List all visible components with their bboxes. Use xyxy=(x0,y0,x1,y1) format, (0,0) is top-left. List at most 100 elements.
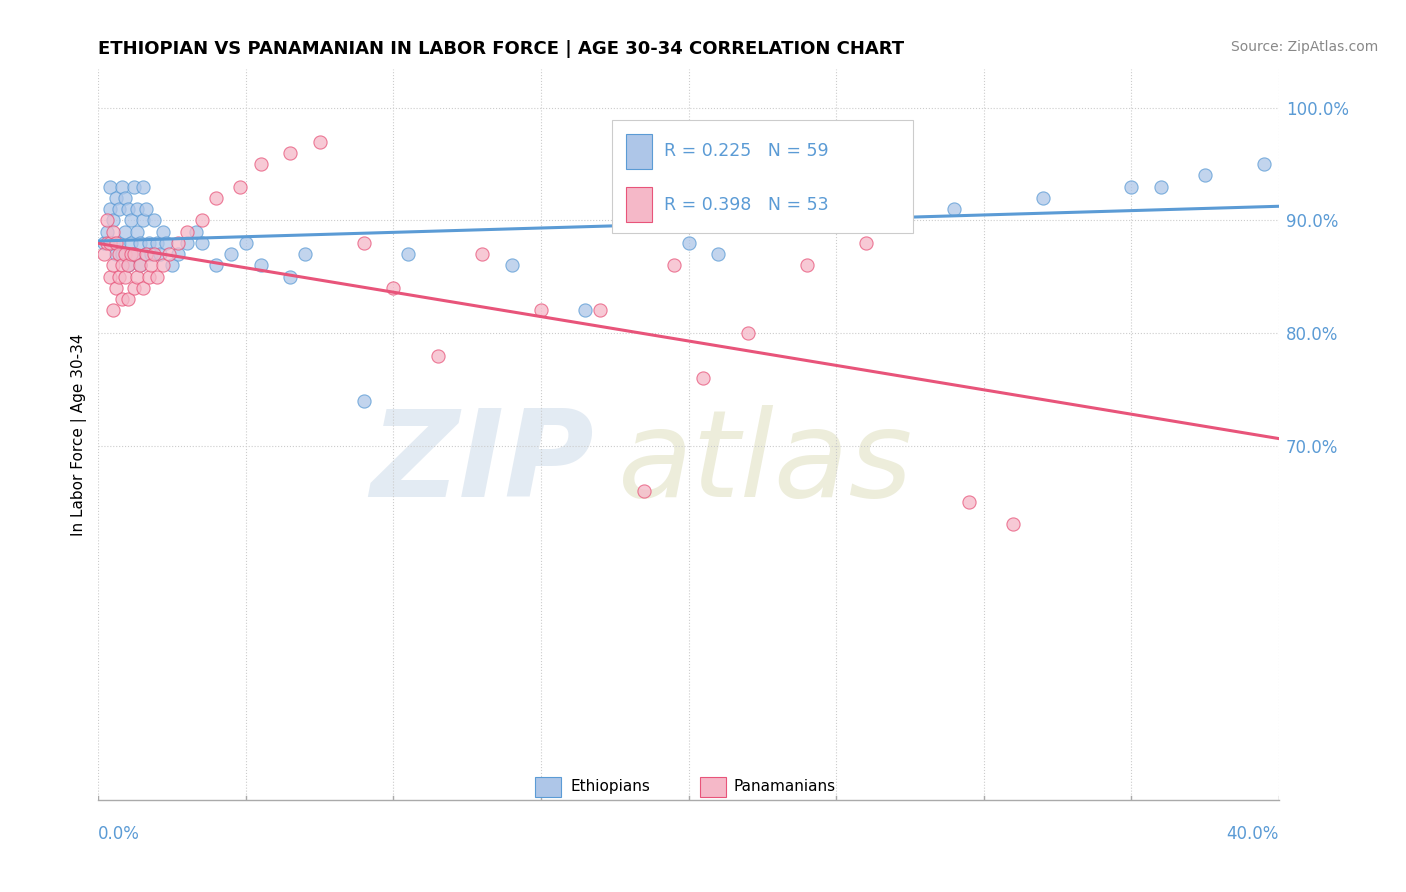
Point xyxy=(122,179,145,194)
Point xyxy=(825,213,848,227)
Point xyxy=(471,247,494,261)
Text: Ethiopians: Ethiopians xyxy=(571,780,651,795)
Text: Panamanians: Panamanians xyxy=(734,780,835,795)
Point xyxy=(152,225,174,239)
Point xyxy=(138,235,160,250)
Point xyxy=(114,247,136,261)
Point xyxy=(146,235,169,250)
Point xyxy=(93,247,115,261)
Point xyxy=(167,247,190,261)
Point xyxy=(122,281,145,295)
Point xyxy=(1002,517,1025,532)
Point xyxy=(125,225,148,239)
Text: 0.0%: 0.0% xyxy=(98,825,141,843)
Point xyxy=(707,247,730,261)
Point xyxy=(117,202,139,217)
Point xyxy=(138,269,160,284)
Point xyxy=(1121,179,1143,194)
Point xyxy=(190,213,212,227)
Point xyxy=(190,235,212,250)
Point xyxy=(353,235,375,250)
Point xyxy=(111,259,134,273)
Point xyxy=(101,225,124,239)
Point xyxy=(501,259,523,273)
Point xyxy=(205,259,228,273)
Point xyxy=(662,259,685,273)
FancyBboxPatch shape xyxy=(612,120,912,233)
Point xyxy=(1150,179,1173,194)
Point xyxy=(692,371,714,385)
Point xyxy=(737,326,759,340)
Point xyxy=(93,235,115,250)
Text: atlas: atlas xyxy=(617,405,912,522)
Point xyxy=(530,303,553,318)
Point xyxy=(111,247,134,261)
Point xyxy=(101,259,124,273)
Point xyxy=(143,213,166,227)
Point xyxy=(1253,157,1275,171)
Point xyxy=(678,235,700,250)
Point xyxy=(122,247,145,261)
Point xyxy=(294,247,316,261)
Point xyxy=(160,259,183,273)
Point xyxy=(105,235,128,250)
Point xyxy=(205,191,228,205)
Point xyxy=(105,247,128,261)
Point xyxy=(235,235,257,250)
Point xyxy=(98,202,121,217)
Point xyxy=(96,235,118,250)
Point xyxy=(143,247,166,261)
Point xyxy=(101,235,124,250)
Point xyxy=(105,281,128,295)
Point xyxy=(176,235,198,250)
Point xyxy=(229,179,252,194)
Point xyxy=(382,281,405,295)
Point xyxy=(141,259,163,273)
Point xyxy=(155,235,177,250)
Point xyxy=(117,259,139,273)
Text: R = 0.225   N = 59: R = 0.225 N = 59 xyxy=(664,142,828,161)
Point xyxy=(589,303,612,318)
Point xyxy=(111,292,134,306)
Point xyxy=(184,225,207,239)
FancyBboxPatch shape xyxy=(700,777,727,797)
FancyBboxPatch shape xyxy=(626,134,652,169)
Point xyxy=(633,483,655,498)
Point xyxy=(176,225,198,239)
Point xyxy=(249,259,271,273)
Point xyxy=(141,247,163,261)
Point xyxy=(396,247,419,261)
Point xyxy=(219,247,242,261)
Y-axis label: In Labor Force | Age 30-34: In Labor Force | Age 30-34 xyxy=(72,333,87,535)
Text: 40.0%: 40.0% xyxy=(1226,825,1279,843)
Point xyxy=(128,259,150,273)
Point xyxy=(101,303,124,318)
FancyBboxPatch shape xyxy=(626,187,652,222)
Point xyxy=(308,135,330,149)
Point xyxy=(157,247,180,261)
Point xyxy=(120,213,142,227)
Point xyxy=(117,259,139,273)
Point xyxy=(353,393,375,408)
Point xyxy=(120,235,142,250)
Point xyxy=(125,269,148,284)
Text: ETHIOPIAN VS PANAMANIAN IN LABOR FORCE | AGE 30-34 CORRELATION CHART: ETHIOPIAN VS PANAMANIAN IN LABOR FORCE |… xyxy=(98,40,904,58)
Point xyxy=(114,269,136,284)
Point xyxy=(108,269,131,284)
Point xyxy=(111,179,134,194)
Point xyxy=(98,235,121,250)
Point xyxy=(135,247,157,261)
Point xyxy=(1194,169,1216,183)
Point xyxy=(167,235,190,250)
Point xyxy=(122,247,145,261)
Point xyxy=(98,179,121,194)
Point xyxy=(108,235,131,250)
Point xyxy=(105,191,128,205)
Point xyxy=(135,247,157,261)
Point xyxy=(108,202,131,217)
Point xyxy=(855,235,877,250)
Text: R = 0.398   N = 53: R = 0.398 N = 53 xyxy=(664,195,828,213)
Point xyxy=(149,247,172,261)
Point xyxy=(128,235,150,250)
Point xyxy=(108,247,131,261)
